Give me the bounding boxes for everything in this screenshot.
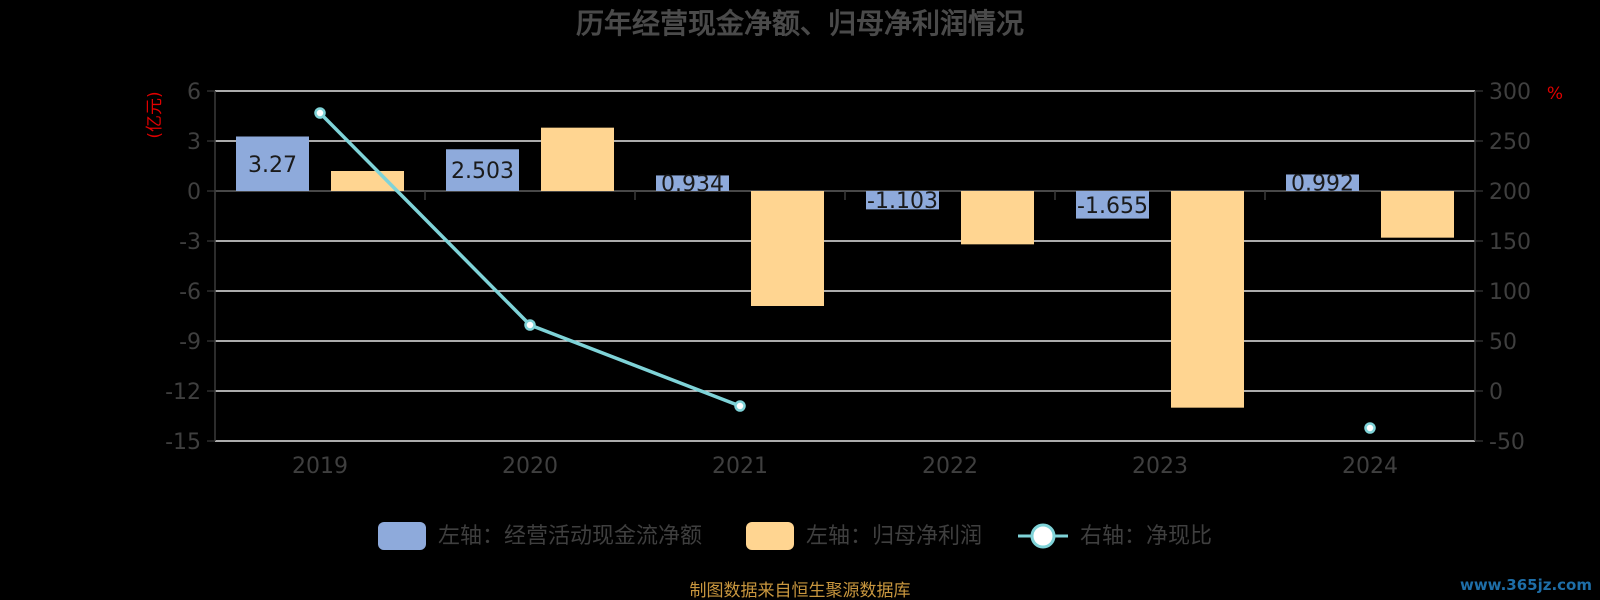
profit-bar	[1171, 191, 1244, 408]
legend: 左轴：经营活动现金流净额 左轴：归母净利润 右轴：净现比	[378, 522, 1212, 550]
right-tick-label: 150	[1489, 230, 1531, 255]
left-tick-label: -3	[179, 230, 201, 255]
profit-bar	[541, 127, 614, 191]
cashflow-bar	[866, 191, 939, 210]
legend-label-profit[interactable]: 左轴：归母净利润	[806, 524, 982, 549]
ratio-point	[734, 400, 746, 412]
right-tick-label: 50	[1489, 330, 1517, 355]
left-tick-label: -12	[165, 380, 201, 405]
cashflow-bar	[446, 149, 519, 191]
legend-label-ratio[interactable]: 右轴：净现比	[1080, 524, 1212, 549]
cashflow-data-label: 3.27	[248, 153, 297, 178]
left-axis-unit: (亿元)	[145, 91, 165, 138]
cashflow-data-label: 0.934	[661, 172, 724, 197]
cashflow-data-label: 2.503	[451, 159, 514, 184]
right-tick-label: 200	[1489, 180, 1531, 205]
cashflow-bar	[1286, 174, 1359, 191]
right-axis-unit: %	[1547, 84, 1563, 104]
bars: 3.27 2.503 0.934 -1.103 -1.655 0.992	[236, 127, 1454, 408]
x-tick-label: 2024	[1342, 454, 1398, 479]
right-tick-label: -50	[1489, 430, 1525, 455]
cashflow-bar	[1076, 191, 1149, 219]
x-tick-label: 2022	[922, 454, 978, 479]
cashflow-bar	[236, 136, 309, 191]
chart-title: 历年经营现金净额、归母净利润情况	[576, 7, 1024, 40]
ratio-point	[524, 319, 536, 331]
ratio-line	[314, 107, 1376, 434]
x-tick-label: 2021	[712, 454, 768, 479]
profit-bar	[751, 191, 824, 306]
cashflow-data-label: 0.992	[1291, 172, 1354, 197]
right-tick-label: 300	[1489, 80, 1531, 105]
watermark: www.365jz.com	[1460, 576, 1592, 594]
cashflow-data-label: -1.655	[1077, 194, 1148, 219]
left-tick-label: -9	[179, 330, 201, 355]
legend-swatch-cashflow[interactable]	[378, 522, 426, 550]
left-tick-label: 3	[187, 130, 201, 155]
x-tick-label: 2020	[502, 454, 558, 479]
left-tick-label: -6	[179, 280, 201, 305]
data-source-note: 制图数据来自恒生聚源数据库	[690, 581, 911, 600]
left-tick-label: 6	[187, 80, 201, 105]
right-tick-label: 250	[1489, 130, 1531, 155]
profit-bar	[331, 171, 404, 191]
right-tick-label: 100	[1489, 280, 1531, 305]
ratio-point	[1364, 422, 1376, 434]
left-tick-label: -15	[165, 430, 201, 455]
ratio-point	[314, 107, 326, 119]
cashflow-data-label: -1.103	[867, 189, 938, 214]
x-tick-label: 2023	[1132, 454, 1188, 479]
profit-bar	[1381, 191, 1454, 238]
profit-bar	[961, 191, 1034, 245]
cashflow-bar	[656, 175, 729, 191]
legend-swatch-profit[interactable]	[746, 522, 794, 550]
x-tick-label: 2019	[292, 454, 348, 479]
x-axis: 2019 2020 2021 2022 2023 2024	[214, 190, 1476, 479]
legend-swatch-ratio-marker[interactable]	[1030, 523, 1056, 549]
right-tick-label: 0	[1489, 380, 1503, 405]
left-axis: 6 3 0 -3 -6 -9 -12 -15	[165, 80, 216, 455]
ratio-line-segment	[318, 111, 741, 408]
left-tick-label: 0	[187, 180, 201, 205]
grid-lines	[215, 90, 1475, 442]
legend-label-cashflow[interactable]: 左轴：经营活动现金流净额	[438, 524, 702, 549]
right-axis: 300 250 200 150 100 50 0 -50	[1474, 80, 1531, 455]
